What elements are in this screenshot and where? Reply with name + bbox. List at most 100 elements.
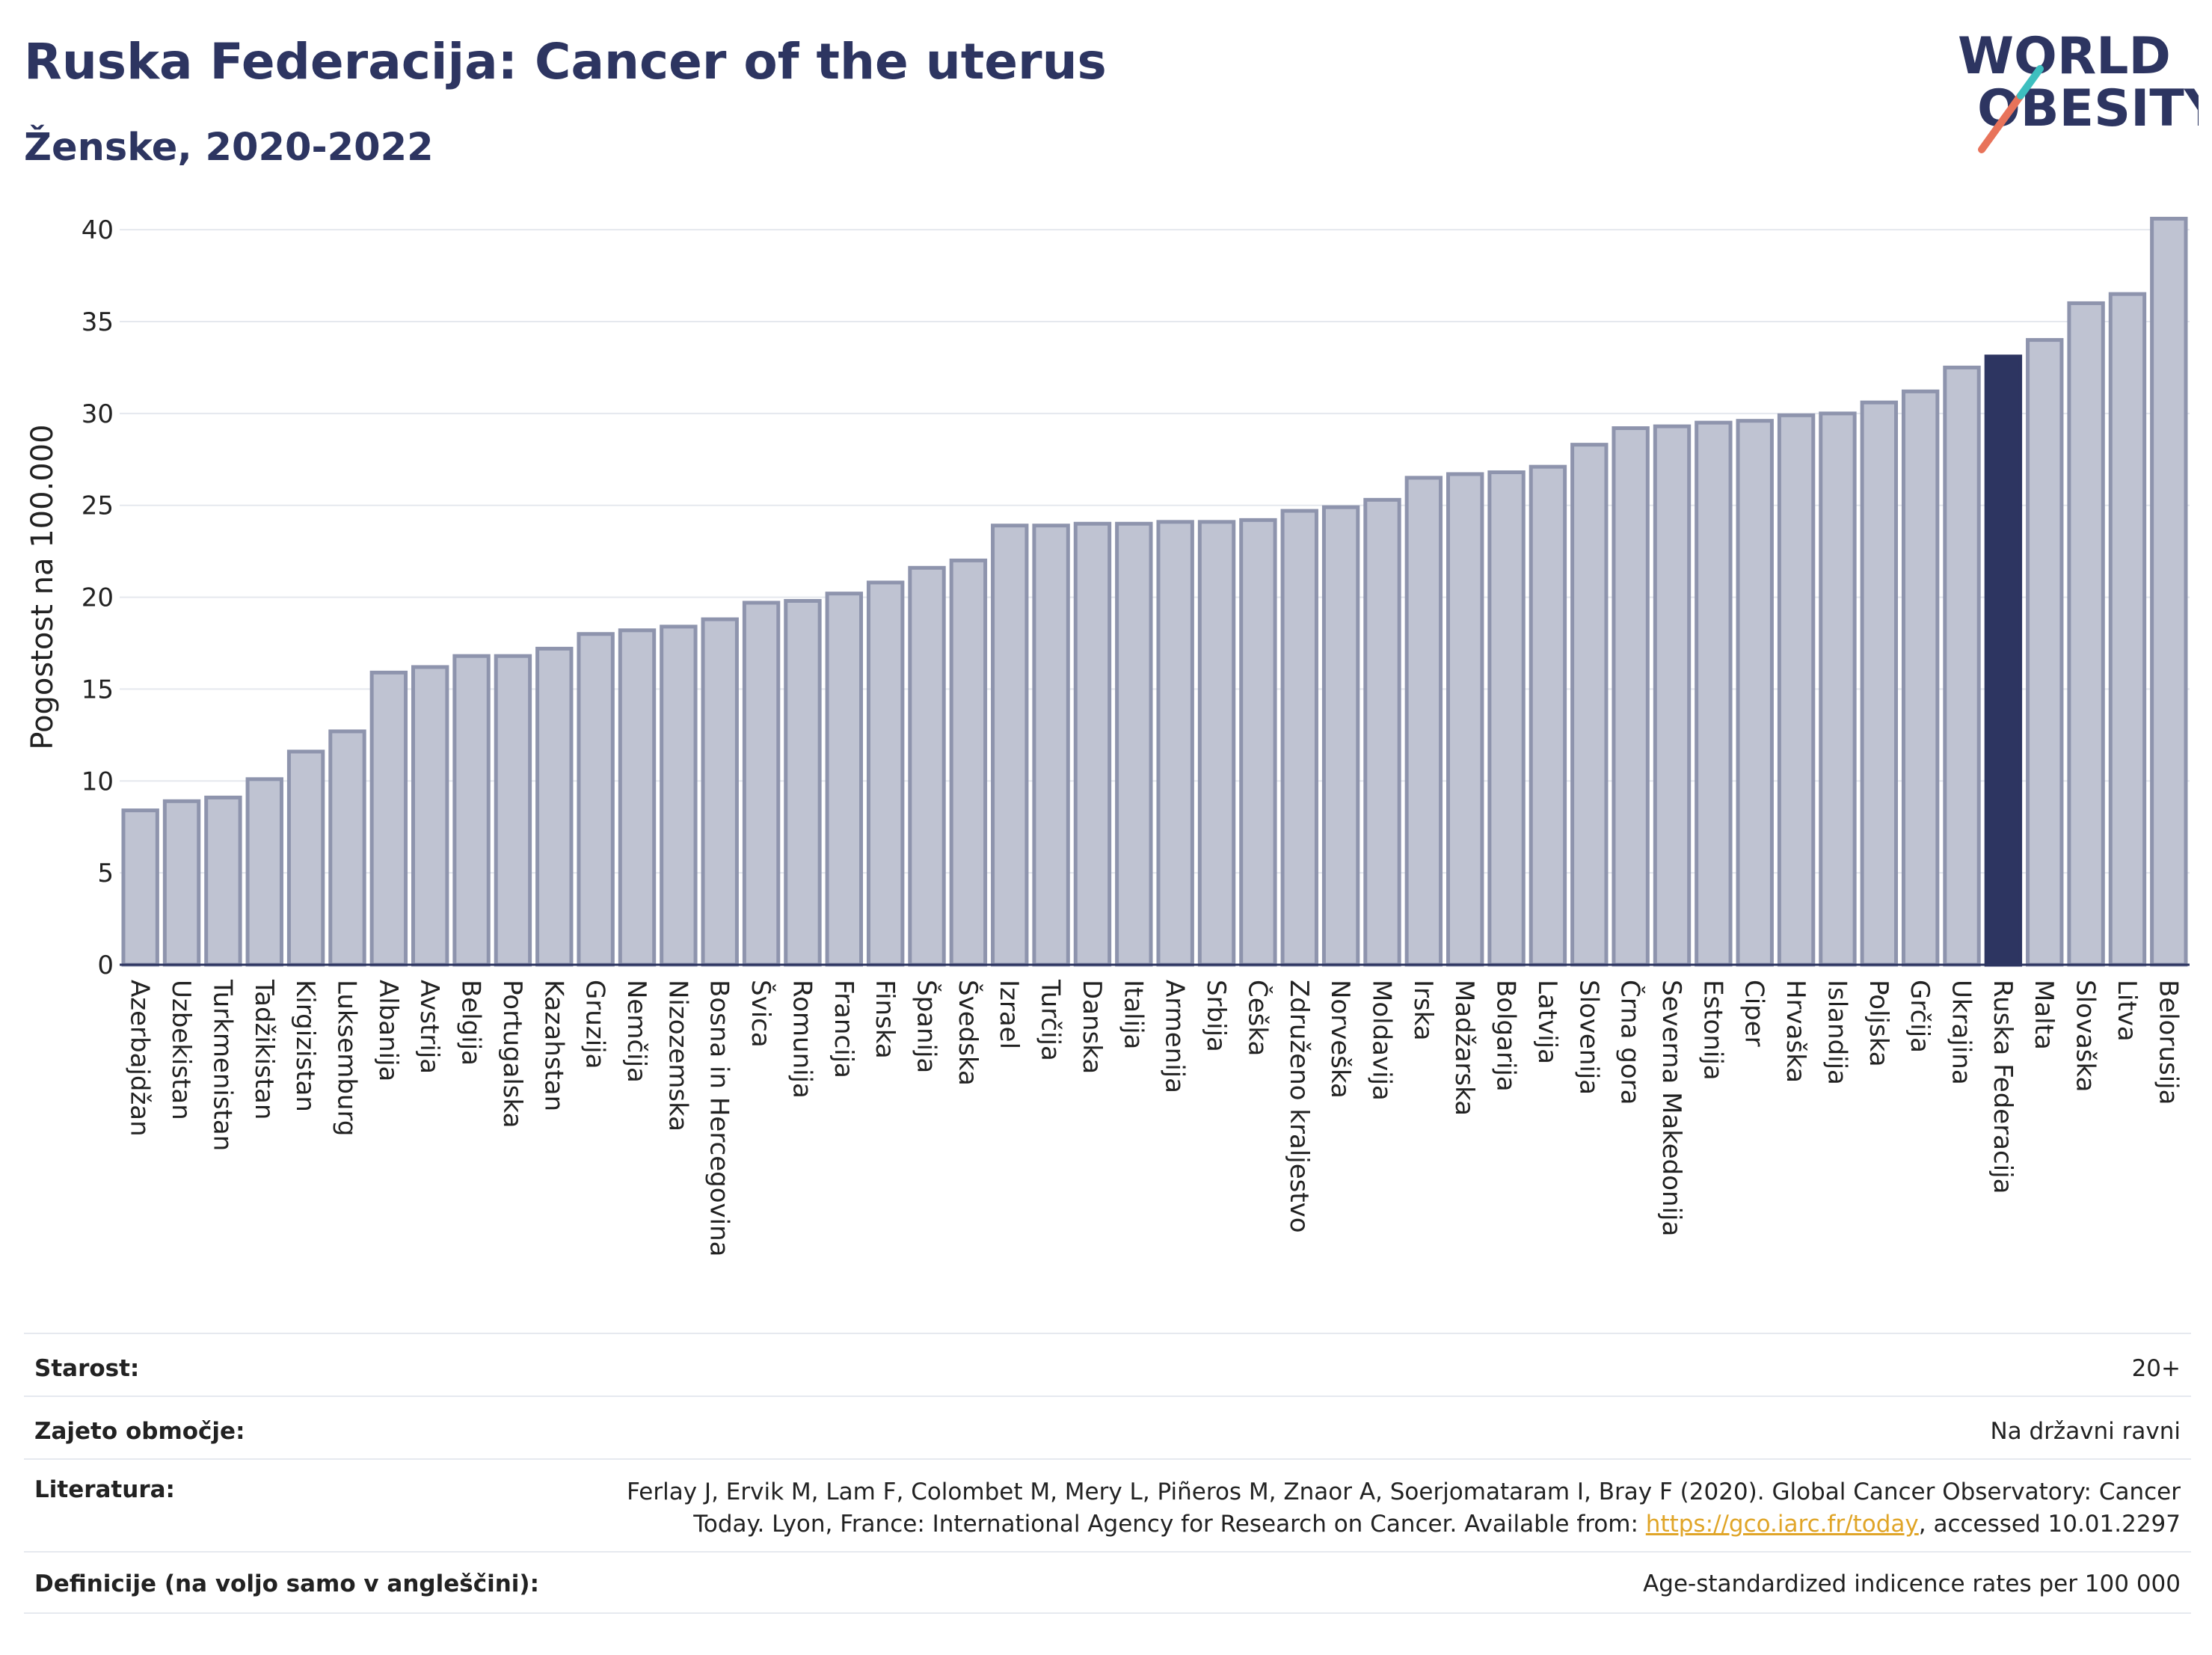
x-tick-label: Azerbajdžan [125, 980, 155, 1137]
bar [2026, 338, 2064, 967]
info-value-references: Ferlay J, Ervik M, Lam F, Colombet M, Me… [565, 1476, 2181, 1541]
info-row-age: Starost: 20+ [24, 1333, 2191, 1395]
x-axis-labels: Azerbajdžan Uzbekistan Turkmenistan Tadžiki… [125, 979, 2184, 1257]
bar [618, 628, 657, 967]
y-tick-label: 20 [82, 583, 114, 613]
bar [1073, 521, 1112, 967]
x-tick-label: Švedska [953, 980, 983, 1086]
bar-chart: 0 5 10 15 20 25 30 35 40 Azerbajdžan Uzbekistan Tu… [25, 215, 2190, 1257]
y-tick-label: 35 [82, 307, 114, 337]
bar [1197, 520, 1236, 967]
bar [701, 617, 739, 967]
x-tick-label: Kirgizistan [290, 980, 320, 1112]
bar [1653, 424, 1692, 967]
x-tick-label: Armenija [1160, 980, 1190, 1093]
bar [1156, 520, 1194, 967]
x-tick-label: Bolgarija [1491, 980, 1521, 1092]
bar [1736, 419, 1774, 967]
y-tick-label: 10 [82, 767, 114, 796]
x-tick-label: Tadžikistan [249, 979, 279, 1120]
bar [411, 665, 449, 967]
x-tick-label: Francija [829, 980, 858, 1078]
bar [577, 632, 615, 967]
x-tick-label: Srbija [1201, 980, 1231, 1052]
bar [1901, 389, 1940, 967]
x-tick-label: Združeno kraljestvo [1284, 980, 1314, 1233]
info-value-age: 20+ [2131, 1355, 2181, 1382]
bar-highlighted [1984, 354, 2023, 967]
x-tick-label: Poljska [1864, 980, 1893, 1067]
x-tick-label: Moldavija [1366, 980, 1396, 1101]
bar [949, 558, 988, 967]
x-tick-label: Kazahstan [538, 980, 568, 1111]
bar [1612, 426, 1650, 967]
logo-word-world: WORLD [1958, 27, 2171, 86]
info-row-coverage: Zajeto območje: Na državni ravni [24, 1395, 2191, 1458]
bar [452, 654, 491, 967]
y-tick-label: 5 [97, 859, 114, 888]
x-tick-label: Ukrajina [1947, 980, 1976, 1085]
y-tick-label: 15 [82, 675, 114, 704]
y-axis-label: Pogostost na 100.000 [25, 424, 60, 749]
x-tick-label: Romunija [787, 980, 817, 1099]
x-tick-label: Madžarska [1449, 980, 1479, 1116]
bars [121, 216, 2188, 967]
x-tick-label: Estonija [1698, 980, 1727, 1081]
bar [784, 598, 822, 967]
chart-subtitle: Ženske, 2020-2022 [24, 126, 434, 170]
info-label-age: Starost: [34, 1355, 140, 1382]
bar [1487, 470, 1526, 967]
x-tick-label: Litva [2112, 980, 2142, 1042]
y-axis-ticks: 0 5 10 15 20 25 30 35 40 [82, 215, 114, 980]
x-tick-label: Nizozemska [663, 980, 692, 1132]
bar [369, 670, 408, 967]
x-tick-label: Slovaška [2071, 980, 2101, 1092]
x-tick-label: Latvija [1532, 980, 1562, 1064]
x-tick-label: Grčija [1905, 980, 1935, 1053]
bar [991, 523, 1029, 967]
bar [2150, 216, 2188, 967]
bar [908, 565, 946, 967]
bar [1280, 509, 1318, 967]
x-tick-label: Belgija [456, 980, 486, 1066]
chart-title: Ruska Federacija: Cancer of the uterus [24, 33, 1107, 90]
x-tick-label: Portugalska [497, 980, 527, 1128]
bar [328, 729, 366, 967]
bar [1321, 505, 1360, 967]
x-tick-label: Španija [912, 980, 942, 1073]
bar [1819, 411, 1857, 967]
bar [162, 799, 201, 967]
x-tick-label: Švica [746, 980, 776, 1048]
x-tick-label: Črna gora [1615, 980, 1646, 1105]
bar [494, 654, 532, 967]
x-tick-label: Belorusija [2153, 980, 2183, 1105]
x-tick-label: Ruska Federacija [1988, 980, 2018, 1194]
x-tick-label: Uzbekistan [166, 980, 196, 1120]
bar [1115, 521, 1153, 967]
info-table: Starost: 20+ Zajeto območje: Na državni … [24, 1333, 2191, 1614]
bar [825, 592, 863, 967]
bar [1363, 497, 1401, 967]
bar [660, 624, 698, 967]
world-obesity-logo: WORLD OBESITY [1958, 27, 2199, 153]
bar [1529, 464, 1567, 967]
x-tick-label: Finska [870, 980, 900, 1059]
bar [1032, 523, 1070, 967]
x-tick-label: Luksemburg [331, 980, 361, 1136]
x-tick-label: Ciper [1739, 980, 1769, 1047]
x-tick-label: Albanija [373, 980, 403, 1081]
x-tick-label: Turkmenistan [207, 979, 237, 1151]
bar [204, 795, 242, 967]
bar [1446, 472, 1484, 967]
x-tick-label: Hrvaška [1781, 980, 1810, 1083]
reference-link[interactable]: https://gco.iarc.fr/today [1645, 1511, 1919, 1538]
bar [1570, 443, 1609, 967]
info-row-references: Literatura: Ferlay J, Ervik M, Lam F, Co… [24, 1458, 2191, 1551]
y-tick-label: 25 [82, 491, 114, 521]
x-tick-label: Malta [2029, 980, 2059, 1050]
bar [1239, 518, 1277, 967]
bar [1777, 413, 1816, 967]
x-tick-label: Irska [1408, 980, 1438, 1041]
reference-text: Ferlay J, Ervik M, Lam F, Colombet M, Me… [627, 1479, 2181, 1538]
y-tick-label: 0 [97, 951, 114, 980]
